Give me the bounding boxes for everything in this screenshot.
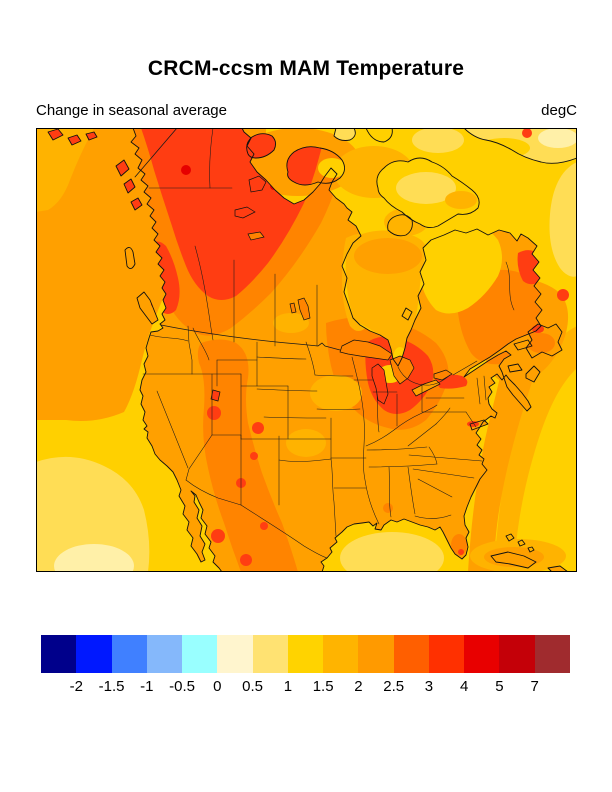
lake-erie bbox=[411, 379, 441, 397]
cream-greenland bbox=[538, 128, 577, 148]
colorbar-tick-label: 1 bbox=[283, 678, 293, 695]
colorbar-tick-label: 7 bbox=[530, 678, 539, 695]
map-frame bbox=[36, 128, 577, 572]
colorbar-cell-4 bbox=[182, 635, 218, 673]
gulfmexico-lightgold bbox=[340, 532, 444, 572]
lake-ontario bbox=[433, 369, 453, 381]
great-bear-lake bbox=[248, 175, 267, 193]
colorbar-tick-label: 0.5 bbox=[242, 678, 264, 695]
colorbar-tick-label: 5 bbox=[495, 678, 504, 695]
anticosti-island bbox=[514, 340, 532, 350]
pacific-cream-patch bbox=[54, 544, 134, 572]
colorbar-cell-11 bbox=[428, 635, 465, 673]
atlantic-ne-lightgold bbox=[549, 162, 577, 277]
colorbar-cell-0 bbox=[41, 635, 77, 673]
pacific-amber-corner bbox=[36, 128, 94, 212]
colorbar-tick-label: 4 bbox=[460, 678, 469, 695]
colorbar-cell-9 bbox=[358, 635, 394, 673]
colorbar-tick-label: -0.5 bbox=[169, 678, 195, 695]
great-salt-lake bbox=[210, 389, 221, 402]
colorbar-tick-label: 3 bbox=[424, 678, 434, 695]
southampton-island bbox=[387, 214, 413, 236]
colorbar-labels: -2 -1.5 -1 -0.5 0 0.5 1 1.5 2 2.5 3 4 5 7 bbox=[41, 678, 570, 696]
devon-island bbox=[334, 128, 356, 141]
pacific-lightgold-region bbox=[36, 456, 150, 572]
lightgold-baffin bbox=[396, 172, 456, 204]
subtitle-left: Change in seasonal average bbox=[36, 102, 227, 119]
atlantic-amber-band bbox=[494, 326, 577, 572]
colorbar-cell-12 bbox=[464, 635, 500, 673]
darkorange-us-west bbox=[197, 339, 298, 572]
lake-athabasca bbox=[247, 231, 265, 241]
temperature-map bbox=[36, 128, 577, 572]
units-label: degC bbox=[541, 102, 577, 119]
colorbar-tick-label: -1.5 bbox=[98, 678, 125, 695]
pei-island bbox=[508, 364, 522, 372]
ocean-red-spots bbox=[522, 128, 569, 301]
haida-gwaii bbox=[125, 247, 135, 269]
colorbar-tick-label: -1 bbox=[140, 678, 154, 695]
colorbar-cell-2 bbox=[111, 635, 147, 673]
long-island bbox=[470, 420, 488, 430]
colorbar-cell-5 bbox=[217, 635, 253, 673]
lakes-layer bbox=[210, 175, 453, 405]
page-title: CRCM-ccsm MAM Temperature bbox=[147, 57, 465, 80]
darkorange-nfld bbox=[527, 333, 555, 353]
map-svg bbox=[36, 128, 577, 572]
colorbar-cell-8 bbox=[323, 635, 359, 673]
colorbar-cell-13 bbox=[499, 635, 535, 673]
colorbar-cell-1 bbox=[76, 635, 112, 673]
cuba bbox=[491, 552, 536, 568]
colorbar-tick-label: 1.5 bbox=[312, 678, 334, 695]
lake-superior bbox=[339, 339, 393, 361]
gold-north-quebec bbox=[418, 219, 502, 314]
colorbar-tick-label: 2.5 bbox=[383, 678, 405, 695]
colorbar-cell-10 bbox=[393, 635, 429, 673]
colorbar-cell-6 bbox=[252, 635, 288, 673]
colorbar-cell-3 bbox=[146, 635, 183, 673]
cape-breton bbox=[526, 366, 540, 382]
ellesmere-island bbox=[366, 128, 393, 142]
colorbar-cell-7 bbox=[287, 635, 324, 673]
subtitle-row: Change in seasonal average degC bbox=[36, 102, 577, 122]
colorbar bbox=[41, 635, 570, 673]
great-slave-lake bbox=[234, 206, 256, 219]
lake-winnipegosis bbox=[289, 302, 297, 314]
colorbar-tick-label: 2 bbox=[354, 678, 363, 695]
hudson-bay-orange bbox=[354, 238, 422, 274]
lake-michigan bbox=[371, 363, 389, 405]
darkorange-ms-spot bbox=[383, 503, 393, 513]
coastlines bbox=[47, 128, 577, 572]
baffinbay-lightgold bbox=[412, 128, 464, 153]
lake-winnipeg bbox=[297, 297, 311, 321]
political-borders bbox=[134, 128, 515, 559]
amber-baffin-tip bbox=[445, 191, 477, 209]
colorbar-cell-14 bbox=[534, 635, 570, 673]
colorbar-tick-label: -2 bbox=[69, 678, 83, 695]
colorbar-tick-label: 0 bbox=[213, 678, 222, 695]
gold-victoria-east bbox=[318, 158, 346, 178]
